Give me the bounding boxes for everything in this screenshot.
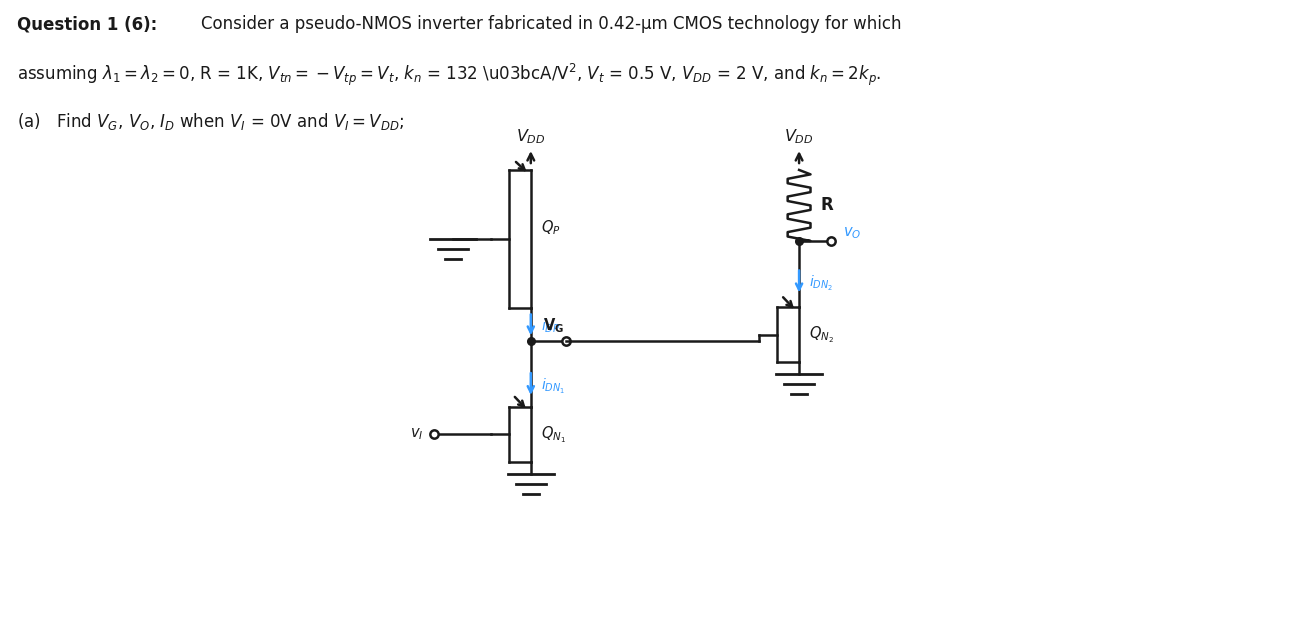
Text: $v_I$: $v_I$ bbox=[411, 426, 424, 442]
Text: Question 1 (6):: Question 1 (6): bbox=[17, 15, 157, 33]
Text: Consider a pseudo-NMOS inverter fabricated in 0.42-μm CMOS technology for which: Consider a pseudo-NMOS inverter fabricat… bbox=[201, 15, 901, 33]
Text: $V_{DD}$: $V_{DD}$ bbox=[785, 128, 813, 146]
Text: assuming $\lambda_1 = \lambda_2 = 0$, R = 1K, $V_{tn} = -V_{tp} = V_t$, $k_n$ = : assuming $\lambda_1 = \lambda_2 = 0$, R … bbox=[17, 61, 882, 88]
Text: $v_O$: $v_O$ bbox=[842, 225, 861, 241]
Text: $i_{DP}$: $i_{DP}$ bbox=[541, 317, 560, 335]
Text: R: R bbox=[821, 197, 833, 215]
Text: $Q_P$: $Q_P$ bbox=[541, 218, 560, 237]
Text: $i_{DN_1}$: $i_{DN_1}$ bbox=[541, 376, 565, 396]
Text: $\mathbf{V_G}$: $\mathbf{V_G}$ bbox=[543, 316, 564, 335]
Text: (a)   Find $V_G$, $V_O$, $I_D$ when $V_I$ = 0V and $V_I = V_{DD}$;: (a) Find $V_G$, $V_O$, $I_D$ when $V_I$ … bbox=[17, 111, 404, 131]
Text: $i_{DN_2}$: $i_{DN_2}$ bbox=[810, 274, 833, 293]
Text: $Q_{N_1}$: $Q_{N_1}$ bbox=[541, 424, 565, 444]
Text: $Q_{N_2}$: $Q_{N_2}$ bbox=[810, 324, 834, 345]
Text: $V_{DD}$: $V_{DD}$ bbox=[516, 128, 546, 146]
